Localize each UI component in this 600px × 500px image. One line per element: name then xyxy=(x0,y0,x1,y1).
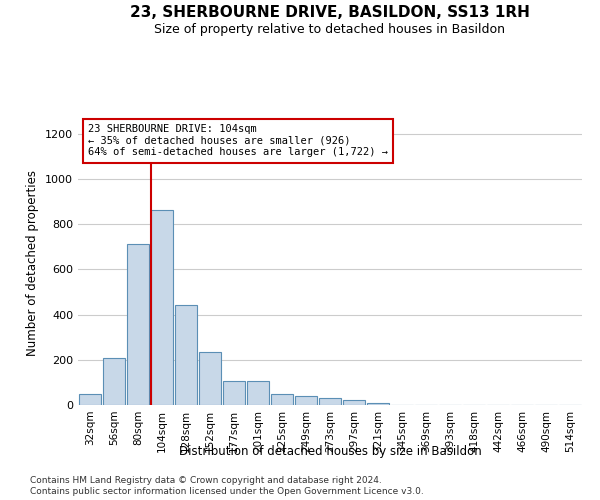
Bar xyxy=(199,352,221,405)
Bar xyxy=(127,244,149,405)
Bar xyxy=(175,306,197,405)
Bar xyxy=(271,394,293,405)
Bar xyxy=(247,381,269,405)
Text: Size of property relative to detached houses in Basildon: Size of property relative to detached ho… xyxy=(155,22,505,36)
Bar xyxy=(151,210,173,405)
Bar xyxy=(319,398,341,405)
Text: Contains public sector information licensed under the Open Government Licence v3: Contains public sector information licen… xyxy=(30,488,424,496)
Text: 23 SHERBOURNE DRIVE: 104sqm
← 35% of detached houses are smaller (926)
64% of se: 23 SHERBOURNE DRIVE: 104sqm ← 35% of det… xyxy=(88,124,388,158)
Text: Distribution of detached houses by size in Basildon: Distribution of detached houses by size … xyxy=(179,445,481,458)
Bar xyxy=(223,381,245,405)
Text: 23, SHERBOURNE DRIVE, BASILDON, SS13 1RH: 23, SHERBOURNE DRIVE, BASILDON, SS13 1RH xyxy=(130,5,530,20)
Bar xyxy=(103,358,125,405)
Text: Contains HM Land Registry data © Crown copyright and database right 2024.: Contains HM Land Registry data © Crown c… xyxy=(30,476,382,485)
Bar xyxy=(295,396,317,405)
Y-axis label: Number of detached properties: Number of detached properties xyxy=(26,170,40,356)
Bar xyxy=(79,394,101,405)
Bar xyxy=(343,400,365,405)
Bar xyxy=(367,402,389,405)
